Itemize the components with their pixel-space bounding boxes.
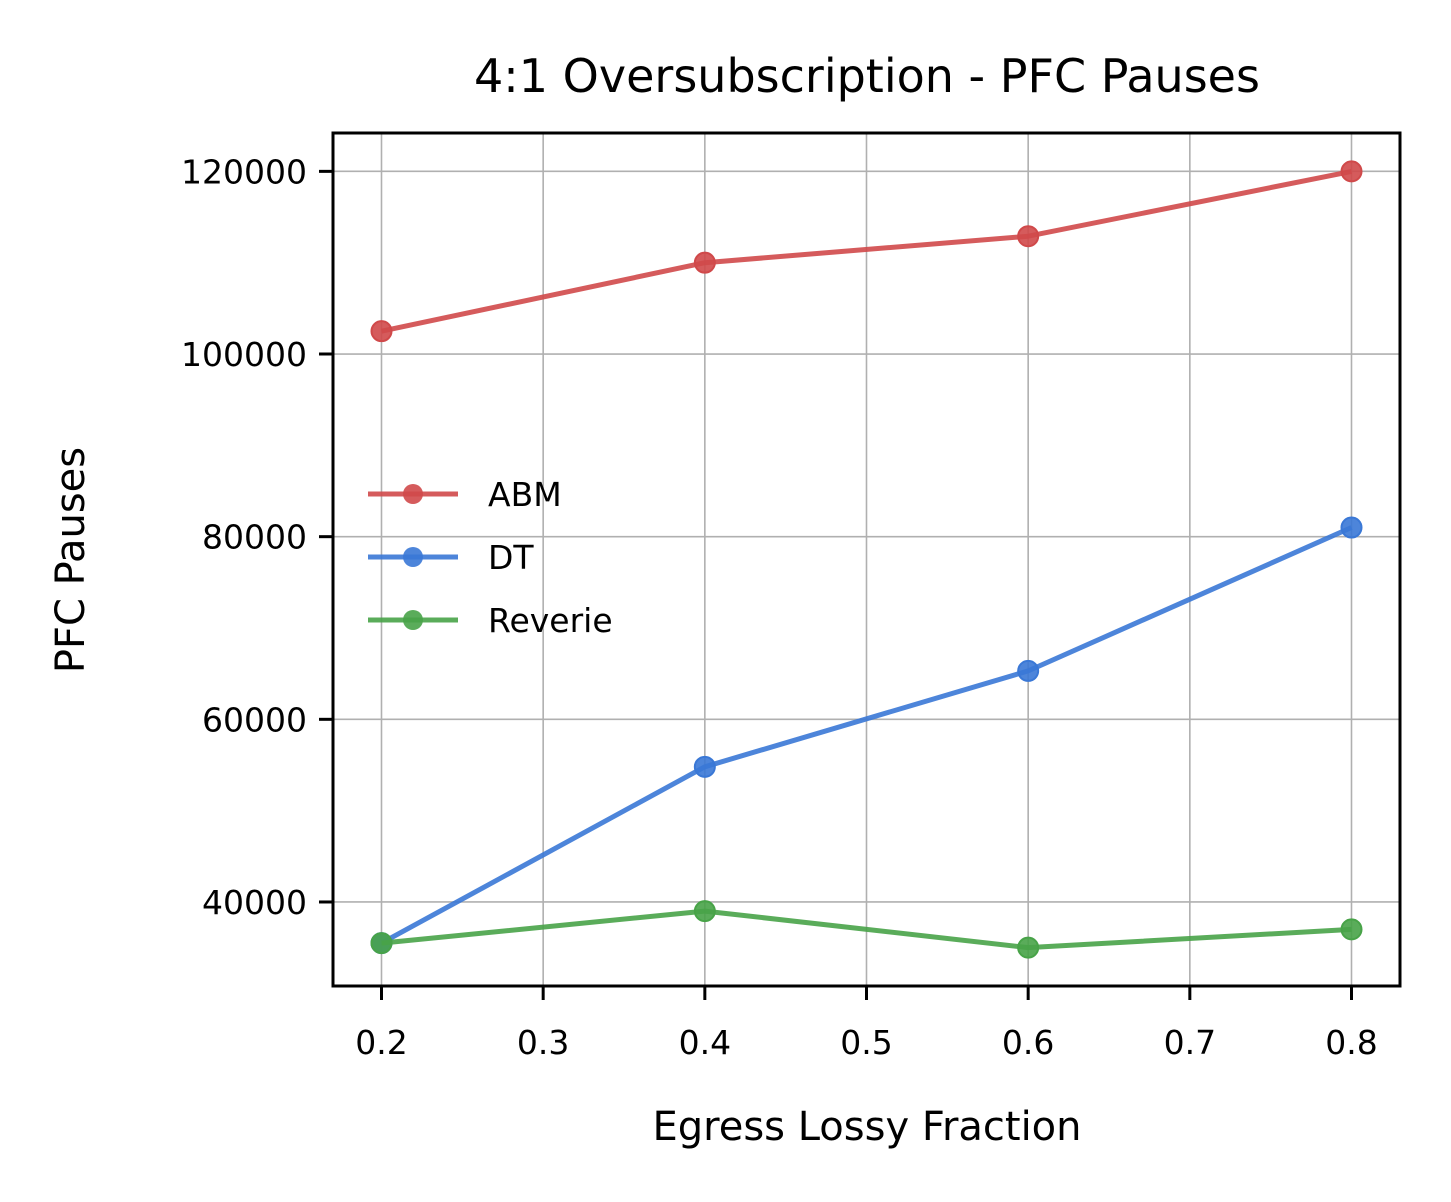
x-tick-label: 0.3 [517,1023,569,1062]
y-tick-label: 80000 [202,518,307,557]
legend-label: ABM [488,475,562,514]
y-axis-label: PFC Pauses [48,447,94,673]
y-tick-label: 100000 [181,335,307,374]
y-tick-label: 120000 [181,152,307,191]
legend-item-abm: ABM [368,475,562,514]
data-point-dt [1340,516,1363,539]
y-tick-label: 60000 [202,700,307,739]
legend-label: Reverie [488,601,613,640]
legend-label: DT [488,538,534,577]
data-point-dt [1017,659,1040,682]
series-line-reverie [381,908,1352,951]
legend-marker [403,484,423,504]
series-line-dt [380,525,1353,946]
data-point-abm [1340,160,1363,183]
legend-item-reverie: Reverie [368,601,613,640]
x-axis: 0.2 0.3 0.4 0.5 0.6 0.7 0.8 [355,986,1378,1062]
chart-title: 4:1 Oversubscription - PFC Pauses [474,49,1260,103]
data-point-reverie [1340,918,1363,941]
y-axis: 40000 60000 80000 100000 120000 [181,152,333,922]
x-tick-label: 0.4 [679,1023,731,1062]
series-line-abm [380,168,1352,334]
data-point-reverie [693,900,716,923]
legend-item-dt: DT [368,538,534,577]
series-abm [370,160,1363,343]
legend: ABM DT Reverie [368,475,613,640]
legend-marker [403,547,423,567]
data-point-reverie [370,932,393,955]
x-tick-label: 0.8 [1325,1023,1377,1062]
x-tick-label: 0.2 [355,1023,407,1062]
x-tick-label: 0.5 [840,1023,892,1062]
x-axis-label: Egress Lossy Fraction [652,1104,1081,1150]
data-point-dt [693,755,716,778]
y-tick-label: 40000 [202,883,307,922]
series-reverie [370,900,1363,959]
legend-marker [403,610,423,630]
x-tick-label: 0.6 [1002,1023,1054,1062]
x-tick-label: 0.7 [1164,1023,1216,1062]
series-lines [370,160,1363,959]
data-point-reverie [1017,936,1040,959]
data-point-abm [370,320,393,343]
data-point-abm [1017,225,1040,248]
data-point-abm [693,251,716,274]
